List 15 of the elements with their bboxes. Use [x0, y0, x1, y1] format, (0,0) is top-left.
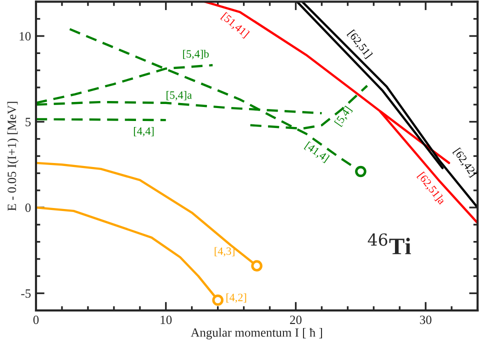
series-label: [5,4]a	[166, 91, 192, 100]
y-tick-label: 10	[20, 32, 31, 40]
x-axis-title: Angular momentum I [ ħ ]	[190, 328, 322, 340]
y-axis-title: E - 0.05 I(I+1) [MeV]	[7, 102, 19, 211]
y-tick-label: -5	[21, 289, 31, 298]
y-tick-label: 5	[26, 118, 31, 126]
x-tick-label: 0	[33, 316, 39, 324]
annotation: $^{46}$Ti	[368, 233, 411, 254]
x-tick-label: 30	[420, 316, 432, 324]
series-label: [4,4]	[134, 127, 154, 136]
x-tick-label: 10	[160, 316, 172, 324]
series-label: [5,4]b	[183, 50, 209, 60]
y-tick-label: 0	[25, 204, 31, 212]
x-tick-label: 20	[290, 316, 302, 324]
series-label: [4,2]	[226, 293, 246, 303]
